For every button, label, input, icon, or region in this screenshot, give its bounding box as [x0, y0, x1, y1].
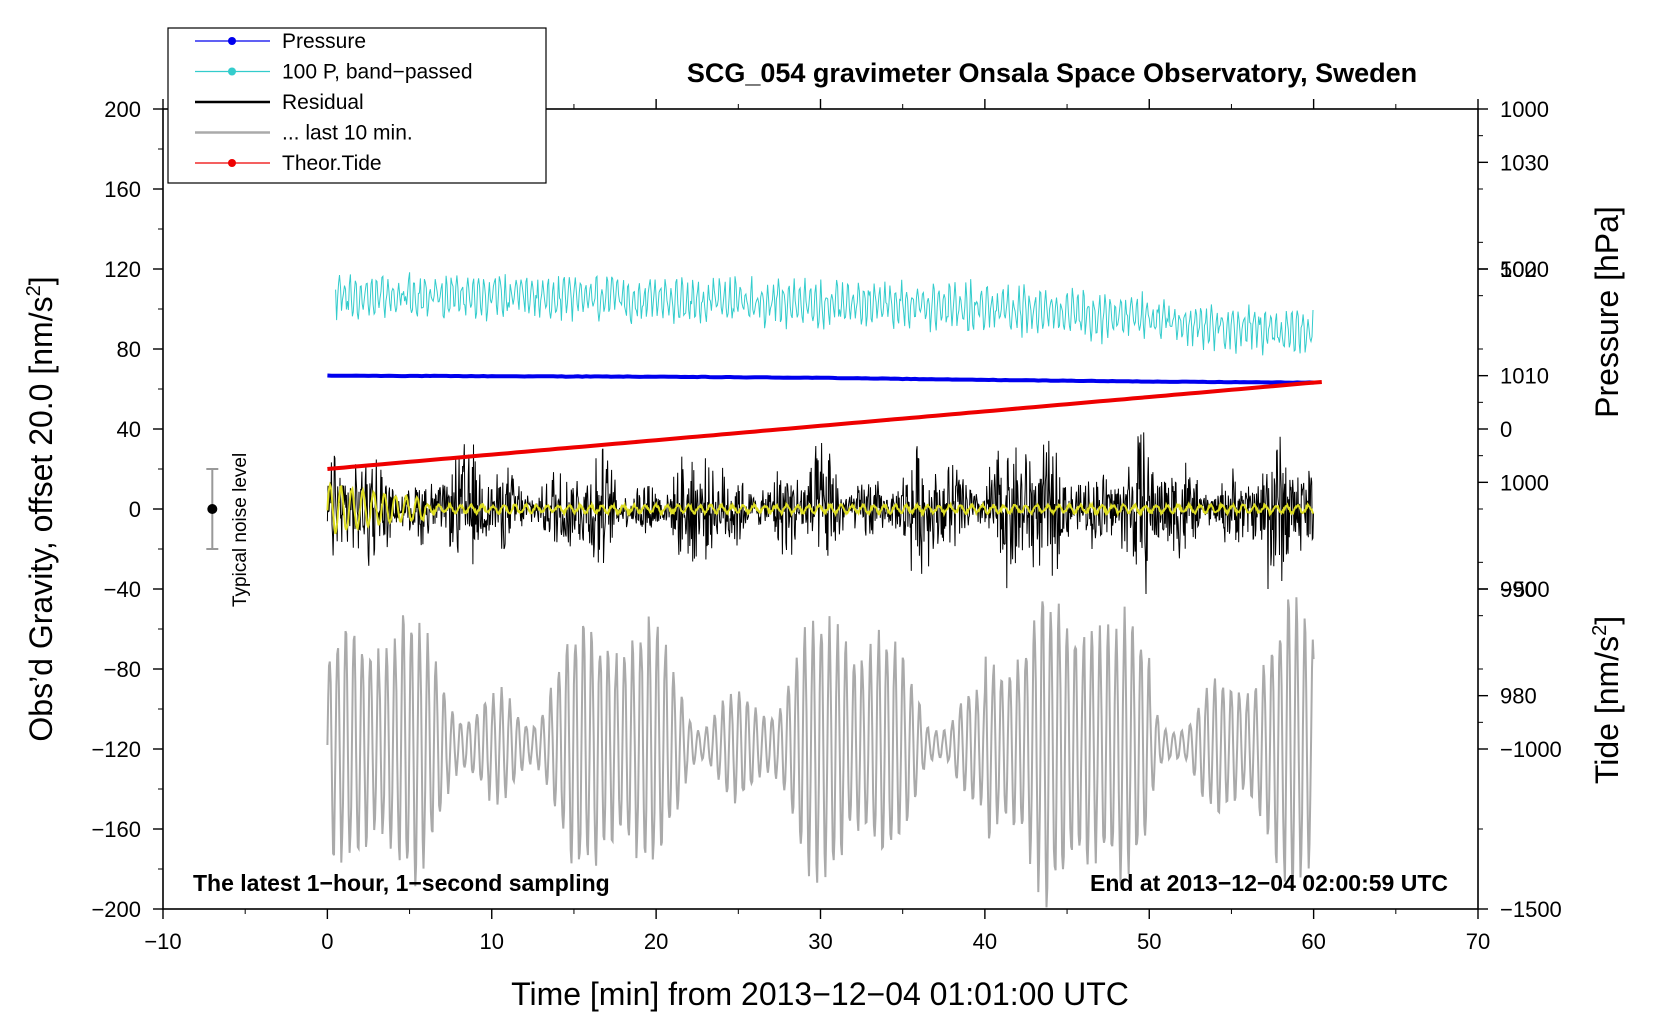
legend: Pressure 100 P, band−passed Residual ... la… [167, 27, 547, 184]
x-tick-label-3: 20 [644, 929, 668, 954]
tide-tick-label-3: −500 [1500, 577, 1550, 602]
pressure-line [327, 373, 1314, 385]
tide-tick-label-5: −1500 [1500, 897, 1562, 922]
sampling-annotation: The latest 1−hour, 1−second sampling [193, 870, 610, 896]
x-axis-title: Time [min] from 2013−12−04 01:01:00 UTC [511, 976, 1129, 1012]
y-tick-label-4: 40 [117, 417, 141, 442]
x-tick-label-5: 40 [973, 929, 997, 954]
tide-series [327, 380, 1322, 471]
y-tick-label-5: 0 [129, 497, 141, 522]
legend-label-4: Theor.Tide [282, 152, 382, 175]
tide-tick-label-0: 1000 [1500, 97, 1549, 122]
legend-label-0: Pressure [282, 30, 366, 53]
bandpass-pressure-series [335, 272, 1314, 356]
x-tick-label-6: 50 [1137, 929, 1161, 954]
pressure-series [327, 373, 1314, 385]
typical-noise-bar [206, 468, 219, 550]
bandpass-line [335, 272, 1314, 356]
pressure-tick-label-4: 990 [1500, 577, 1537, 602]
tide-tick-label-1: 500 [1500, 257, 1537, 282]
noise-label: Typical noise level [230, 453, 251, 607]
x-axis-ticks: −10 0 10 20 30 40 50 60 70 [144, 99, 1490, 954]
y-tick-label-9: −160 [91, 817, 141, 842]
legend-label-3: ... last 10 min. [282, 122, 413, 145]
pressure-axis-title: Pressure [hPa] [1589, 206, 1625, 418]
x-tick-label-2: 10 [480, 929, 504, 954]
tide-line [327, 380, 1322, 471]
pressure-tick-label-3: 1000 [1500, 470, 1549, 495]
x-tick-label-1: 0 [321, 929, 333, 954]
tide-tick-label-2: 0 [1500, 417, 1512, 442]
noise-bar-center [207, 504, 218, 514]
y-tick-label-8: −120 [91, 737, 141, 762]
x-tick-label-4: 30 [808, 929, 832, 954]
tide-axis-title: Tide [nm/s2] [1589, 616, 1625, 784]
end-time-annotation: End at 2013−12−04 02:00:59 UTC [1090, 870, 1448, 896]
legend-marker-4 [228, 159, 236, 167]
chart-title: SCG_054 gravimeter Onsala Space Observat… [687, 58, 1417, 88]
y-tick-label-10: −200 [91, 897, 141, 922]
residual-line [326, 432, 1314, 595]
legend-label-2: Residual [282, 91, 364, 114]
pressure-tick-label-0: 1030 [1500, 150, 1549, 175]
x-tick-label-0: −10 [144, 929, 181, 954]
y-axis-ticks: 200 160 120 80 40 0 −40 −80 −120 −160 −200 [91, 97, 163, 922]
y-tick-label-1: 160 [104, 177, 141, 202]
y-tick-label-3: 80 [117, 337, 141, 362]
legend-box [167, 27, 547, 184]
pressure-tick-label-5: 980 [1500, 684, 1537, 709]
tide-axis-ticks: 1000 500 0 −500 −1000 −1500 [1478, 97, 1562, 922]
pressure-tick-label-2: 1010 [1500, 364, 1549, 389]
y-axis-title-left: Obs’d Gravity, offset 20.0 [nm/s2] [23, 276, 59, 741]
pressure-tick-label-1: 1020 [1500, 257, 1549, 282]
last-10-min-line [326, 597, 1315, 908]
legend-marker-0 [228, 37, 236, 45]
y-tick-label-0: 200 [104, 97, 141, 122]
tide-axis-title-sup: 2 [1589, 625, 1611, 636]
filtered-residual-series [326, 481, 1314, 535]
last-10-min-series [326, 597, 1315, 908]
y-tick-label-6: −40 [104, 577, 141, 602]
x-tick-label-7: 60 [1301, 929, 1325, 954]
legend-marker-1 [228, 67, 236, 76]
x-tick-label-8: 70 [1466, 929, 1490, 954]
y-tick-label-7: −80 [104, 657, 141, 682]
pressure-axis-ticks: 1030 1020 1010 1000 990 980 [1478, 135, 1549, 723]
y-axis-title-left-sup: 2 [23, 285, 45, 296]
y-tick-label-2: 120 [104, 257, 141, 282]
filtered-residual-line [326, 481, 1314, 535]
legend-label-1: 100 P, band−passed [282, 61, 473, 84]
residual-series [326, 432, 1314, 595]
tide-tick-label-4: −1000 [1500, 737, 1562, 762]
